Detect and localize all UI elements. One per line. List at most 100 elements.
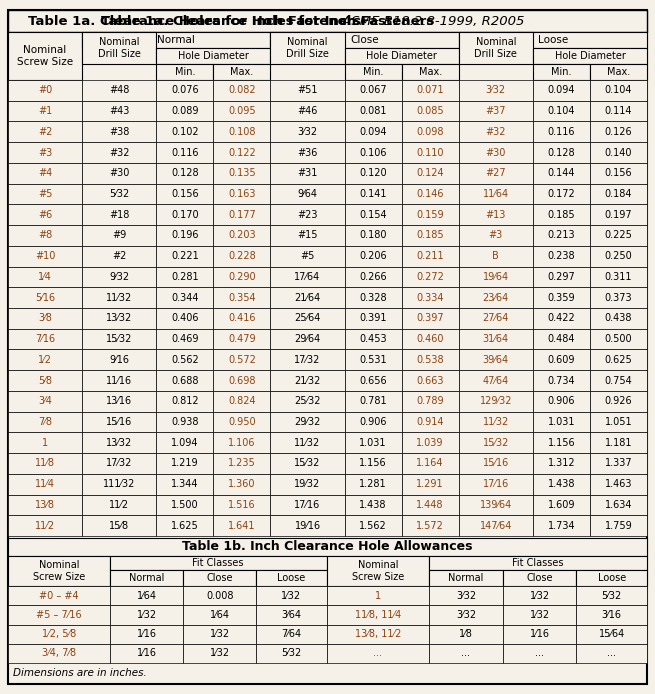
Bar — [402, 391, 458, 412]
Bar — [82, 495, 157, 515]
Text: 0.185: 0.185 — [417, 230, 444, 240]
Text: 0.221: 0.221 — [171, 251, 198, 261]
Text: 0.124: 0.124 — [417, 168, 444, 178]
Text: 1.438: 1.438 — [360, 500, 387, 510]
Text: 0.213: 0.213 — [548, 230, 575, 240]
Text: 0.156: 0.156 — [605, 168, 632, 178]
Bar — [82, 121, 157, 142]
Text: 15⁄8: 15⁄8 — [109, 520, 129, 531]
Bar — [402, 370, 458, 391]
Bar — [214, 412, 271, 432]
Bar — [271, 453, 345, 474]
Bar — [402, 266, 458, 287]
Text: 0.281: 0.281 — [171, 272, 198, 282]
Bar — [402, 163, 458, 184]
Text: #31: #31 — [297, 168, 318, 178]
Text: 11⁄16: 11⁄16 — [106, 375, 132, 386]
Text: Min.: Min. — [363, 67, 383, 77]
Bar — [82, 412, 157, 432]
Text: 1.463: 1.463 — [605, 479, 632, 489]
Bar — [183, 586, 256, 605]
Bar — [458, 495, 533, 515]
Bar — [533, 412, 590, 432]
Text: Table 1a. Clearance Holes for Inch Fasteners: Table 1a. Clearance Holes for Inch Faste… — [101, 15, 434, 28]
Text: 3⁄32: 3⁄32 — [297, 127, 318, 137]
Bar — [214, 287, 271, 308]
Text: 1⁄64: 1⁄64 — [210, 610, 230, 620]
Bar — [402, 287, 458, 308]
Text: 0.531: 0.531 — [360, 355, 387, 365]
Bar — [576, 570, 647, 586]
Text: 19⁄32: 19⁄32 — [294, 479, 321, 489]
Bar — [429, 625, 503, 644]
Bar — [533, 121, 590, 142]
Bar — [271, 121, 345, 142]
Text: 0.734: 0.734 — [548, 375, 575, 386]
Text: 0.484: 0.484 — [548, 334, 575, 344]
Bar — [82, 474, 157, 495]
Bar — [458, 225, 533, 246]
Text: 1.337: 1.337 — [605, 459, 632, 468]
Text: 1.759: 1.759 — [605, 520, 632, 531]
Text: 0.656: 0.656 — [360, 375, 387, 386]
Text: 0.938: 0.938 — [171, 417, 198, 427]
Text: 15⁄32: 15⁄32 — [294, 459, 321, 468]
Bar — [345, 515, 402, 536]
Text: Max.: Max. — [607, 67, 630, 77]
Text: ASME B18.2.8-1999, R2005: ASME B18.2.8-1999, R2005 — [338, 15, 525, 28]
Bar — [533, 225, 590, 246]
Bar — [458, 287, 533, 308]
Bar — [214, 163, 271, 184]
Text: 7⁄64: 7⁄64 — [282, 629, 301, 639]
Bar — [214, 370, 271, 391]
Bar — [345, 246, 402, 266]
Bar — [8, 605, 110, 625]
Text: 0.094: 0.094 — [548, 85, 575, 95]
Bar — [590, 225, 647, 246]
Bar — [157, 453, 214, 474]
Bar — [8, 287, 82, 308]
Text: 0.089: 0.089 — [171, 106, 198, 116]
Bar — [271, 495, 345, 515]
Text: 0.184: 0.184 — [605, 189, 632, 199]
Text: 0.460: 0.460 — [417, 334, 444, 344]
Text: 1.156: 1.156 — [548, 438, 575, 448]
Bar — [458, 80, 533, 101]
Text: #36: #36 — [297, 148, 318, 158]
Bar — [590, 80, 647, 101]
Text: 0.406: 0.406 — [171, 314, 198, 323]
Bar — [590, 246, 647, 266]
Text: 0.781: 0.781 — [360, 396, 387, 406]
Text: Hole Diameter: Hole Diameter — [555, 51, 626, 61]
Bar — [576, 625, 647, 644]
Bar — [402, 184, 458, 204]
Bar — [429, 644, 503, 663]
Text: #3: #3 — [489, 230, 503, 240]
Text: 0.311: 0.311 — [605, 272, 632, 282]
Text: 0.906: 0.906 — [360, 417, 387, 427]
Bar — [503, 644, 576, 663]
Bar — [402, 64, 458, 80]
Text: 0.359: 0.359 — [548, 293, 575, 303]
Bar — [458, 308, 533, 329]
Bar — [256, 605, 326, 625]
Bar — [590, 329, 647, 350]
Text: 0.128: 0.128 — [548, 148, 575, 158]
Text: Dimensions are in inches.: Dimensions are in inches. — [13, 668, 147, 678]
Bar — [458, 163, 533, 184]
Bar — [271, 266, 345, 287]
Bar — [533, 64, 590, 80]
Bar — [214, 329, 271, 350]
Bar — [214, 350, 271, 370]
Bar — [458, 370, 533, 391]
Bar — [183, 605, 256, 625]
Text: 1.572: 1.572 — [417, 520, 444, 531]
Text: 0.500: 0.500 — [605, 334, 632, 344]
Text: 13⁄16: 13⁄16 — [106, 396, 132, 406]
Bar — [157, 474, 214, 495]
Text: 0.754: 0.754 — [605, 375, 632, 386]
Bar — [345, 48, 458, 64]
Bar — [326, 625, 429, 644]
Text: 0.211: 0.211 — [417, 251, 444, 261]
Text: 0.373: 0.373 — [605, 293, 632, 303]
